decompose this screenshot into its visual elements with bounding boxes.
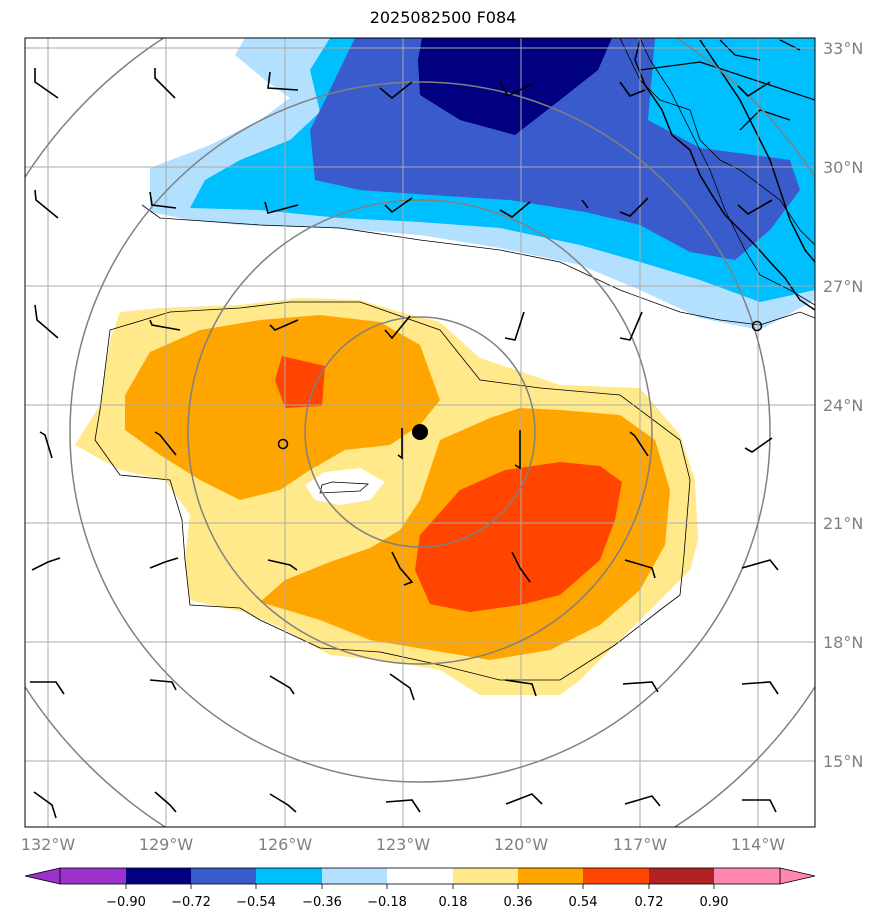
lat-label: 30°N xyxy=(823,158,863,177)
coastline xyxy=(634,39,815,311)
longitude-labels: 132°W 129°W 126°W 123°W 120°W 117°W 114°… xyxy=(21,835,786,854)
lon-label: 129°W xyxy=(139,835,194,854)
secondary-center-marker xyxy=(277,438,289,450)
colorbar-segment xyxy=(60,868,126,884)
lon-label: 126°W xyxy=(258,835,313,854)
field-pos-orange-west xyxy=(125,315,440,500)
latitude-labels: 33°N 30°N 27°N 24°N 21°N 18°N 15°N xyxy=(823,39,863,771)
map-frame xyxy=(24,37,816,828)
range-rings xyxy=(25,38,815,827)
field-pos-red-east xyxy=(415,462,622,612)
lon-label: 114°W xyxy=(731,835,786,854)
colorbar-label: −0.18 xyxy=(367,895,407,910)
colorbar-segment xyxy=(256,868,322,884)
colorbar-segment xyxy=(191,868,256,884)
map-title: 2025082500 F084 xyxy=(369,8,517,27)
colorbar-segment xyxy=(518,868,583,884)
colorbar-label: 0.72 xyxy=(635,895,664,910)
colorbar-segment xyxy=(649,868,714,884)
lat-label: 33°N xyxy=(823,39,863,58)
colorbar-segment xyxy=(714,868,780,884)
lat-label: 18°N xyxy=(823,633,863,652)
colorbar-extend-high xyxy=(779,867,816,885)
colorbar-label: 0.90 xyxy=(700,895,729,910)
colorbar-segment xyxy=(453,868,518,884)
lat-label: 24°N xyxy=(823,396,863,415)
graticule xyxy=(25,38,815,827)
colorbar-segment xyxy=(583,868,649,884)
colorbar-label: −0.72 xyxy=(171,895,211,910)
lon-label: 120°W xyxy=(494,835,549,854)
storm-center-marker xyxy=(412,424,428,440)
colorbar-label: 0.18 xyxy=(439,895,468,910)
lon-label: 132°W xyxy=(21,835,76,854)
colorbar-segment xyxy=(322,868,387,884)
lat-label: 21°N xyxy=(823,514,863,533)
colorbar-label: −0.54 xyxy=(236,895,276,910)
colorbar-label: −0.90 xyxy=(106,895,146,910)
secondary-center-marker-ne xyxy=(751,320,763,332)
lat-label: 15°N xyxy=(823,752,863,771)
field-neg-darkest xyxy=(418,38,612,135)
wind-barbs xyxy=(30,68,779,819)
colorbar-segment xyxy=(387,868,453,884)
colorbar-label: 0.54 xyxy=(569,895,598,910)
colorbar: −0.90 −0.72 −0.54 −0.36 −0.18 0.18 0.36 … xyxy=(24,867,816,910)
lat-label: 27°N xyxy=(823,277,863,296)
field-pos-red-west xyxy=(275,356,325,408)
colorbar-label: 0.36 xyxy=(504,895,533,910)
coastline-gulf xyxy=(699,39,815,263)
map-area xyxy=(25,38,815,827)
colorbar-segment xyxy=(126,868,191,884)
lon-label: 117°W xyxy=(613,835,668,854)
lon-label: 123°W xyxy=(376,835,431,854)
colorbar-extend-low xyxy=(24,867,61,885)
colorbar-label: −0.36 xyxy=(302,895,342,910)
